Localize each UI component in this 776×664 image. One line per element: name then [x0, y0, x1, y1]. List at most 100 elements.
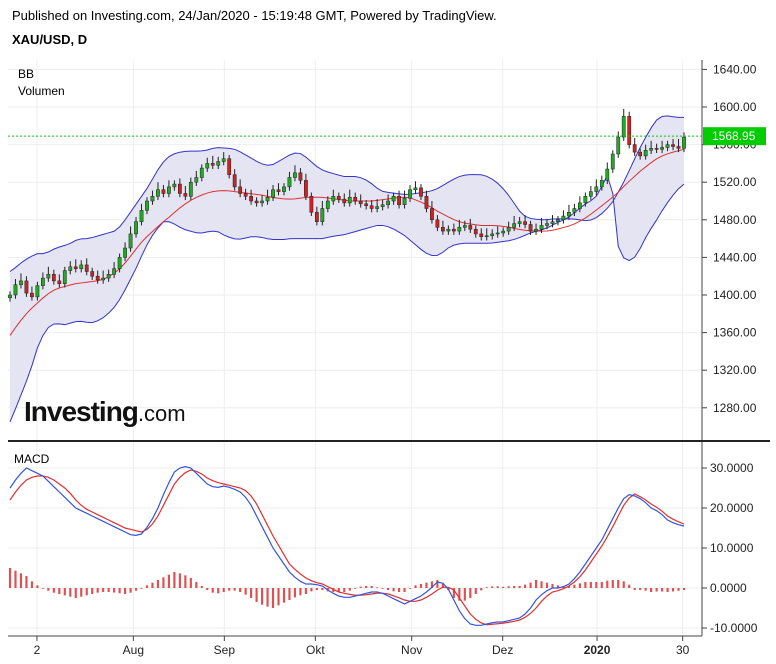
candle-body [490, 233, 495, 237]
histogram-bar [145, 585, 149, 588]
histogram-bar [513, 586, 516, 588]
histogram-bar [436, 580, 439, 588]
candle-body [660, 147, 664, 150]
histogram-bar [337, 588, 340, 592]
axes [8, 60, 770, 637]
histogram-bar [639, 588, 642, 590]
candle-body [293, 172, 297, 178]
candle-body [161, 189, 166, 194]
candle-body [101, 277, 106, 281]
histogram-bar [30, 581, 34, 588]
date-tick-label: 2020 [584, 643, 611, 657]
candle-body [550, 221, 555, 224]
histogram-bar [370, 586, 373, 588]
candle-body [123, 247, 127, 258]
candle-body [139, 210, 144, 222]
published-caption: Published on Investing.com, 24/Jan/2020 … [12, 8, 497, 23]
histogram-bar [134, 588, 138, 591]
candle-body [106, 274, 111, 279]
price-tick-label: 1400.00 [713, 288, 757, 302]
histogram-bar [534, 580, 538, 588]
histogram-bar [282, 588, 286, 603]
candle-body [30, 292, 34, 298]
histogram-bar [469, 588, 472, 598]
candle-body [194, 177, 199, 183]
histogram-bar [502, 586, 505, 588]
price-tick-label: 1480.00 [713, 213, 757, 227]
histogram-bar [655, 588, 658, 592]
histogram-bar [650, 588, 653, 592]
macd-tick-label: -10.0000 [710, 621, 758, 635]
candle-body [298, 172, 303, 181]
histogram-bar [682, 588, 686, 590]
histogram-bar [365, 586, 368, 588]
candle-body [561, 215, 566, 221]
date-tick-label: Aug [123, 643, 144, 657]
histogram-bar [255, 588, 258, 602]
candle-body [358, 200, 363, 205]
histogram-bar [299, 588, 302, 596]
candle-body [183, 193, 188, 197]
histogram-bar [430, 581, 434, 588]
histogram-bar [387, 588, 390, 590]
candle-body [304, 180, 308, 197]
candle-body [265, 196, 270, 202]
histogram-bar [189, 578, 192, 588]
histogram-bar [113, 588, 116, 593]
candle-body [621, 116, 626, 138]
histogram-bar [217, 588, 220, 594]
bollinger-bands [9, 115, 685, 423]
candle-body [479, 233, 484, 237]
candle-body [62, 270, 67, 284]
candle-body [79, 264, 84, 269]
candle-body [419, 187, 423, 197]
candle-body [353, 196, 358, 202]
candle-body [19, 280, 23, 285]
histogram-bar [315, 588, 318, 590]
candle-body [320, 208, 325, 222]
candle-body [287, 177, 292, 188]
candle-body [638, 151, 643, 157]
histogram-bar [671, 588, 675, 592]
candle-body [588, 191, 593, 197]
candle-body [632, 144, 637, 153]
candle-body [402, 197, 407, 206]
histogram-bar [91, 588, 94, 594]
histogram-bar [140, 588, 143, 589]
candle-body [46, 274, 51, 279]
candle-body [484, 235, 489, 238]
candle-body [205, 163, 210, 169]
histogram-bar [540, 581, 543, 588]
histogram-bar [74, 588, 77, 598]
date-tick-label: 2 [34, 643, 41, 657]
candle-body [462, 225, 467, 228]
histogram-bar [485, 587, 488, 588]
histogram-bar [52, 588, 55, 593]
candle-body [523, 221, 527, 225]
histogram-bar [173, 572, 176, 588]
candle-body [572, 208, 577, 213]
histogram-bar [644, 588, 647, 591]
candle-body [331, 196, 336, 202]
histogram-bar [567, 586, 571, 588]
candle-body [676, 146, 681, 149]
histogram-bar [244, 588, 247, 595]
histogram-bar [123, 588, 127, 594]
histogram-bar [162, 577, 165, 588]
candle-body [413, 187, 418, 190]
bb-lower-line [9, 174, 685, 423]
histogram-bar [19, 573, 23, 588]
histogram-bar [178, 573, 181, 588]
histogram-bar [96, 588, 99, 593]
histogram-bar [419, 584, 423, 588]
candle-body [145, 200, 149, 211]
candle-body [528, 224, 533, 232]
candle-body [172, 183, 177, 188]
histogram-bar [606, 580, 609, 588]
histogram-bar [14, 570, 17, 588]
histogram-bar [63, 588, 66, 596]
histogram-bar [85, 588, 88, 596]
candle-body [391, 196, 396, 202]
histogram-bar [293, 588, 297, 598]
price-tick-label: 1280.00 [713, 401, 757, 415]
